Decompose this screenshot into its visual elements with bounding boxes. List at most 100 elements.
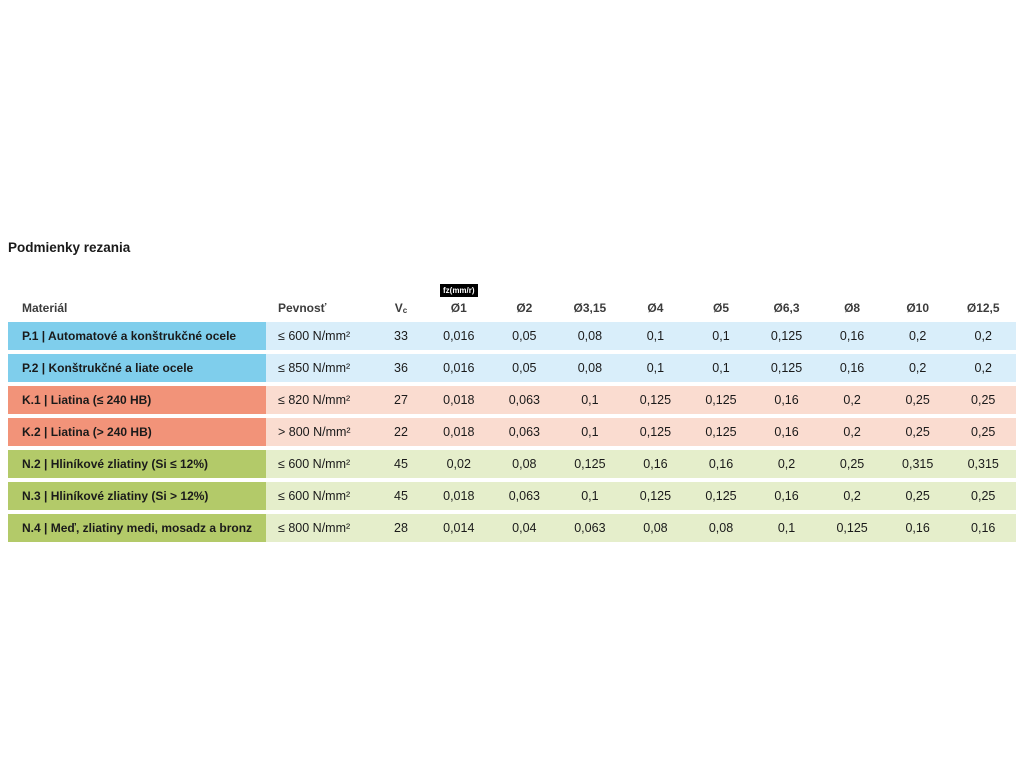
table-row: K.2 | Liatina (> 240 HB) > 800 N/mm² 22 …: [8, 418, 1016, 446]
value-cell: 0,25: [884, 418, 951, 446]
table-row: K.1 | Liatina (≤ 240 HB) ≤ 820 N/mm² 27 …: [8, 386, 1016, 414]
material-cell: P.1 | Automatové a konštrukčné ocele: [8, 322, 266, 350]
value-cell: 0,1: [557, 418, 623, 446]
strength-cell: ≤ 600 N/mm²: [266, 482, 376, 510]
value-cell: 0,1: [557, 482, 623, 510]
value-cell: 0,125: [753, 354, 820, 382]
value-cell: 0,16: [819, 322, 885, 350]
value-cell: 0,125: [753, 322, 820, 350]
value-cell: 0,1: [557, 386, 623, 414]
value-cell: 0,08: [622, 514, 689, 542]
value-cell: 0,25: [884, 386, 951, 414]
strength-cell: ≤ 820 N/mm²: [266, 386, 376, 414]
value-cell: 0,315: [950, 450, 1016, 478]
value-cell: 0,315: [884, 450, 951, 478]
col-header-d1: fz(mm/r) Ø1: [426, 284, 492, 315]
col-header-d3: Ø3,15: [573, 301, 607, 315]
value-cell: 0,25: [950, 386, 1016, 414]
value-cell: 0,16: [884, 514, 951, 542]
value-cell: 0,25: [950, 418, 1016, 446]
value-cell: 0,016: [426, 354, 492, 382]
value-cell: 0,25: [819, 450, 885, 478]
col-header-d2: Ø2: [516, 301, 533, 315]
value-cell: 0,125: [622, 418, 689, 446]
value-cell: 0,125: [622, 386, 689, 414]
value-cell: 0,125: [819, 514, 885, 542]
table-row: P.2 | Konštrukčné a liate ocele ≤ 850 N/…: [8, 354, 1016, 382]
strength-cell: > 800 N/mm²: [266, 418, 376, 446]
col-header-d5: Ø5: [712, 301, 729, 315]
value-cell: 0,1: [622, 322, 689, 350]
strength-cell: ≤ 600 N/mm²: [266, 322, 376, 350]
value-cell: 0,125: [688, 386, 754, 414]
vc-cell: 45: [376, 450, 426, 478]
value-cell: 0,16: [688, 450, 754, 478]
value-cell: 0,018: [426, 418, 492, 446]
col-header-strength: Pevnosť: [278, 301, 327, 315]
value-cell: 0,2: [884, 322, 951, 350]
value-cell: 0,16: [753, 386, 820, 414]
value-cell: 0,16: [950, 514, 1016, 542]
vc-cell: 27: [376, 386, 426, 414]
col-header-d8: Ø10: [906, 301, 929, 315]
value-cell: 0,016: [426, 322, 492, 350]
value-cell: 0,08: [688, 514, 754, 542]
material-cell: K.2 | Liatina (> 240 HB): [8, 418, 266, 446]
vc-subscript: c: [402, 306, 408, 315]
strength-cell: ≤ 600 N/mm²: [266, 450, 376, 478]
value-cell: 0,02: [426, 450, 492, 478]
material-cell: N.4 | Meď, zliatiny medi, mosadz a bronz: [8, 514, 266, 542]
value-cell: 0,1: [753, 514, 820, 542]
table-row: N.3 | Hliníkové zliatiny (Si > 12%) ≤ 60…: [8, 482, 1016, 510]
value-cell: 0,16: [622, 450, 689, 478]
value-cell: 0,16: [753, 482, 820, 510]
value-cell: 0,2: [819, 386, 885, 414]
col-header-d9: Ø12,5: [966, 301, 1000, 315]
value-cell: 0,063: [491, 418, 558, 446]
vc-cell: 22: [376, 418, 426, 446]
material-cell: K.1 | Liatina (≤ 240 HB): [8, 386, 266, 414]
strength-cell: ≤ 850 N/mm²: [266, 354, 376, 382]
value-cell: 0,018: [426, 482, 492, 510]
value-cell: 0,125: [688, 482, 754, 510]
material-cell: P.2 | Konštrukčné a liate ocele: [8, 354, 266, 382]
value-cell: 0,1: [688, 322, 754, 350]
col-header-d6: Ø6,3: [773, 301, 800, 315]
col-header-d7: Ø8: [844, 301, 861, 315]
value-cell: 0,2: [819, 418, 885, 446]
value-cell: 0,063: [491, 386, 558, 414]
diameter-label: Ø1: [450, 301, 467, 315]
value-cell: 0,25: [884, 482, 951, 510]
value-cell: 0,125: [557, 450, 623, 478]
value-cell: 0,05: [491, 354, 558, 382]
value-cell: 0,2: [819, 482, 885, 510]
value-cell: 0,16: [819, 354, 885, 382]
value-cell: 0,08: [557, 322, 623, 350]
table-row: N.2 | Hliníkové zliatiny (Si ≤ 12%) ≤ 60…: [8, 450, 1016, 478]
vc-symbol: V: [394, 301, 403, 315]
value-cell: 0,08: [557, 354, 623, 382]
value-cell: 0,014: [426, 514, 492, 542]
value-cell: 0,2: [753, 450, 820, 478]
value-cell: 0,2: [884, 354, 951, 382]
value-cell: 0,1: [622, 354, 689, 382]
value-cell: 0,063: [557, 514, 623, 542]
vc-cell: 28: [376, 514, 426, 542]
material-cell: N.3 | Hliníkové zliatiny (Si > 12%): [8, 482, 266, 510]
value-cell: 0,05: [491, 322, 558, 350]
value-cell: 0,2: [950, 354, 1016, 382]
value-cell: 0,04: [491, 514, 558, 542]
table-row: P.1 | Automatové a konštrukčné ocele ≤ 6…: [8, 322, 1016, 350]
value-cell: 0,08: [491, 450, 558, 478]
value-cell: 0,125: [622, 482, 689, 510]
vc-cell: 45: [376, 482, 426, 510]
strength-cell: ≤ 800 N/mm²: [266, 514, 376, 542]
material-cell: N.2 | Hliníkové zliatiny (Si ≤ 12%): [8, 450, 266, 478]
fz-unit-badge: fz(mm/r): [439, 284, 478, 297]
value-cell: 0,125: [688, 418, 754, 446]
value-cell: 0,018: [426, 386, 492, 414]
col-header-material: Materiál: [22, 301, 68, 315]
value-cell: 0,063: [491, 482, 558, 510]
